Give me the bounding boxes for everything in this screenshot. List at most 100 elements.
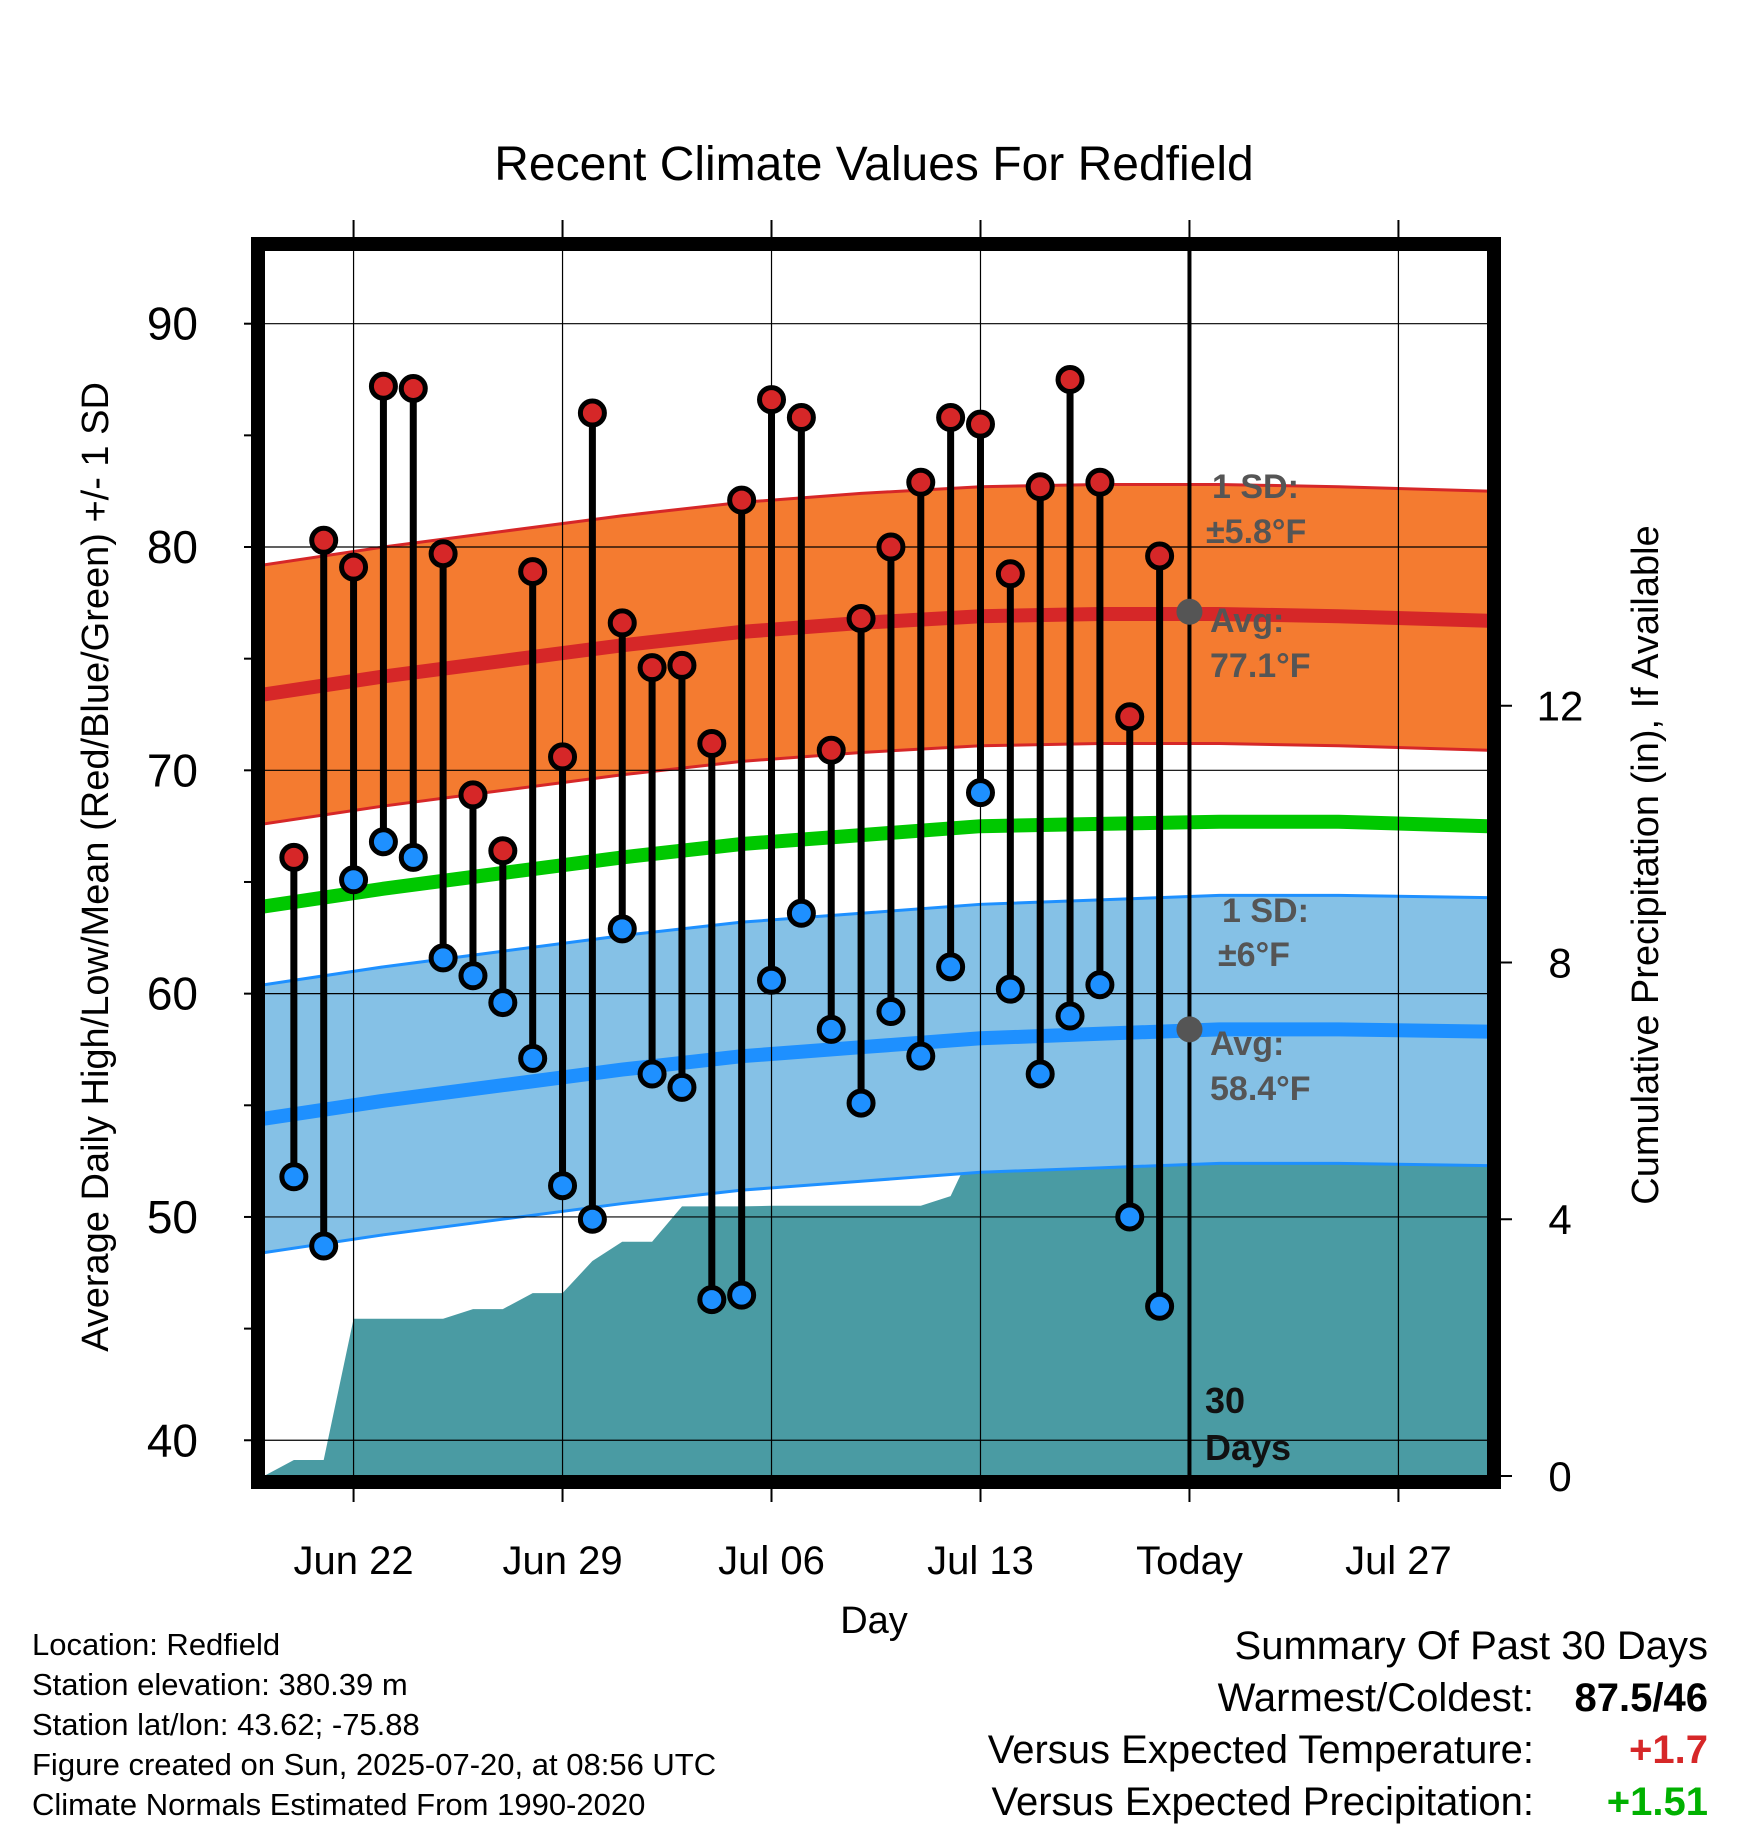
daily-high-point xyxy=(548,742,578,772)
daily-high-point xyxy=(667,650,697,680)
y-tick-label: 50 xyxy=(147,1191,198,1243)
warm-cold-value: 87.5/46 xyxy=(1574,1676,1708,1720)
summary-title: Summary Of Past 30 Days xyxy=(1234,1624,1708,1668)
high-sd-value: ±5.8°F xyxy=(1206,513,1306,551)
daily-high-point xyxy=(1115,702,1145,732)
daily-low-point xyxy=(398,842,428,872)
high-sd-label: 1 SD: xyxy=(1212,468,1299,506)
daily-high-point xyxy=(368,371,398,401)
x-tick-label: Today xyxy=(1136,1539,1243,1583)
chart-title: Recent Climate Values For Redfield xyxy=(494,138,1253,191)
temp-departure-label: Versus Expected Temperature: xyxy=(987,1728,1534,1772)
daily-low-point xyxy=(368,827,398,857)
daily-high-point xyxy=(398,373,428,403)
daily-high-point xyxy=(1055,365,1085,395)
summary-precip-row: Versus Expected Precipitation: +1.51 xyxy=(988,1776,1708,1828)
daily-low-point xyxy=(906,1041,936,1071)
high-normal-band-upper-edge xyxy=(264,482,1488,567)
precip-area xyxy=(264,1116,1488,1476)
daily-low-point xyxy=(607,914,637,944)
daily-high-point xyxy=(727,485,757,515)
daily-low-point xyxy=(757,965,787,995)
daily-high-point xyxy=(309,525,339,555)
daily-low-point xyxy=(548,1171,578,1201)
x-tick-label: Jul 13 xyxy=(927,1539,1034,1583)
daily-high-point xyxy=(816,735,846,765)
daily-high-point xyxy=(965,409,995,439)
low-sd-label: 1 SD: xyxy=(1222,892,1309,930)
daily-low-point xyxy=(1145,1291,1175,1321)
plot-area: 1 SD: ±5.8°F Avg: 77.1°F 1 SD: ±6°F Avg: 58.4°F… xyxy=(147,220,1584,1583)
low-avg-today-marker xyxy=(1176,1016,1203,1043)
y2-axis-label: Cumulative Precipitation (in), If Availa… xyxy=(1625,525,1667,1204)
temp-departure-value: +1.7 xyxy=(1629,1728,1708,1772)
daily-low-point xyxy=(786,898,816,928)
low-sd-value: ±6°F xyxy=(1218,936,1290,974)
summary-temp-row: Versus Expected Temperature: +1.7 xyxy=(988,1724,1708,1776)
daily-high-point xyxy=(607,608,637,638)
station-location: Location: Redfield xyxy=(32,1627,281,1662)
daily-low-point xyxy=(1055,1001,1085,1031)
daily-high-point xyxy=(1025,472,1055,502)
figure-created: Figure created on Sun, 2025-07-20, at 08… xyxy=(32,1747,717,1782)
y2-tick-label: 0 xyxy=(1548,1453,1571,1500)
low-avg-value: 58.4°F xyxy=(1210,1070,1311,1108)
y-axis-label: Average Daily High/Low/Mean (Red/Blue/Gr… xyxy=(75,382,117,1352)
daily-high-point xyxy=(906,467,936,497)
daily-high-point xyxy=(339,552,369,582)
daily-low-point xyxy=(727,1280,757,1310)
daily-low-point xyxy=(309,1231,339,1261)
y-tick-label: 60 xyxy=(147,968,198,1020)
station-info: Location: Redfield Station elevation: 38… xyxy=(32,1625,716,1825)
daily-low-point xyxy=(279,1162,309,1192)
daily-low-point xyxy=(846,1088,876,1118)
y2-tick-label: 8 xyxy=(1548,939,1571,986)
high-avg-today-marker xyxy=(1176,598,1203,625)
precip-departure-label: Versus Expected Precipitation: xyxy=(991,1780,1534,1824)
daily-low-point xyxy=(1085,970,1115,1000)
daily-low-point xyxy=(339,865,369,895)
plot-frame xyxy=(251,237,1501,1489)
high-avg-value: 77.1°F xyxy=(1210,647,1311,685)
daily-high-point xyxy=(1085,467,1115,497)
x-tick-label: Jul 27 xyxy=(1345,1539,1452,1583)
plot-content: 1 SD: ±5.8°F Avg: 77.1°F 1 SD: ±6°F Avg: 58.4°F… xyxy=(264,250,1488,1476)
daily-low-point xyxy=(458,961,488,991)
summary-warm-cold-row: Warmest/Coldest: 87.5/46 xyxy=(988,1672,1708,1724)
daily-high-point xyxy=(577,398,607,428)
y2-tick-label: 12 xyxy=(1537,683,1584,730)
daily-low-point xyxy=(637,1059,667,1089)
y-tick-label: 40 xyxy=(147,1414,198,1466)
low-avg-label: Avg: xyxy=(1210,1025,1284,1063)
daily-high-point xyxy=(936,402,966,432)
daily-high-point xyxy=(637,653,667,683)
y2-tick-label: 4 xyxy=(1548,1196,1571,1243)
daily-low-point xyxy=(697,1285,727,1315)
daily-high-point xyxy=(995,559,1025,589)
summary-panel: Summary Of Past 30 Days Warmest/Coldest:… xyxy=(988,1620,1708,1828)
y-tick-label: 80 xyxy=(147,521,198,573)
daily-low-point xyxy=(965,778,995,808)
daily-low-point xyxy=(995,974,1025,1004)
daily-high-point xyxy=(757,385,787,415)
daily-high-point xyxy=(488,836,518,866)
daily-low-point xyxy=(428,943,458,973)
daily-low-point xyxy=(1025,1059,1055,1089)
daily-low-point xyxy=(667,1072,697,1102)
high-normal-band xyxy=(264,484,1488,824)
daily-low-point xyxy=(488,988,518,1018)
high-avg-label: Avg: xyxy=(1210,602,1284,640)
low-normal-band-lower-edge xyxy=(264,1161,1488,1255)
warm-cold-label: Warmest/Coldest: xyxy=(1217,1676,1534,1720)
daily-high-point xyxy=(428,539,458,569)
station-latlon: Station lat/lon: 43.62; -75.88 xyxy=(32,1707,420,1742)
daily-low-point xyxy=(518,1043,548,1073)
daily-low-point xyxy=(816,1014,846,1044)
daily-high-point xyxy=(279,842,309,872)
daily-low-point xyxy=(876,997,906,1027)
daily-high-point xyxy=(518,557,548,587)
daily-low-point xyxy=(1115,1202,1145,1232)
daily-high-point xyxy=(1145,541,1175,571)
x-tick-label: Jun 22 xyxy=(294,1539,414,1583)
